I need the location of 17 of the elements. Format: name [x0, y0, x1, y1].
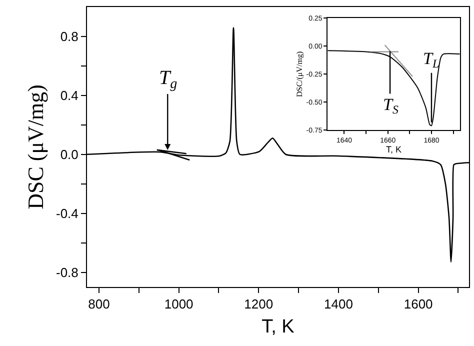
annotation: T$_{S}$: [383, 95, 398, 117]
y-axis-title: DSC (μV/mg): [22, 84, 48, 210]
y-tick-label: 0.8: [60, 29, 78, 44]
y-tick-label: -0.8: [56, 264, 78, 280]
annotation: T$_{L}$: [423, 49, 440, 71]
annotation: T$_{g}$: [159, 67, 178, 92]
x-tick-label: 800: [88, 296, 110, 312]
y-tick-label: -0.4: [56, 206, 78, 221]
y-tick-label: 0.4: [60, 88, 78, 103]
x-tick-label: 1600: [404, 296, 433, 312]
y-axis-title: DSC/(μV/mg): [294, 51, 304, 98]
x-axis-title: T, K: [262, 316, 295, 338]
x-axis-title: T, K: [386, 144, 402, 155]
y-tick-label: 0.0: [60, 146, 78, 162]
x-tick-label: 1400: [324, 296, 353, 312]
x-tick-label: 1200: [244, 296, 274, 312]
x-tick-label: 1000: [164, 296, 194, 312]
